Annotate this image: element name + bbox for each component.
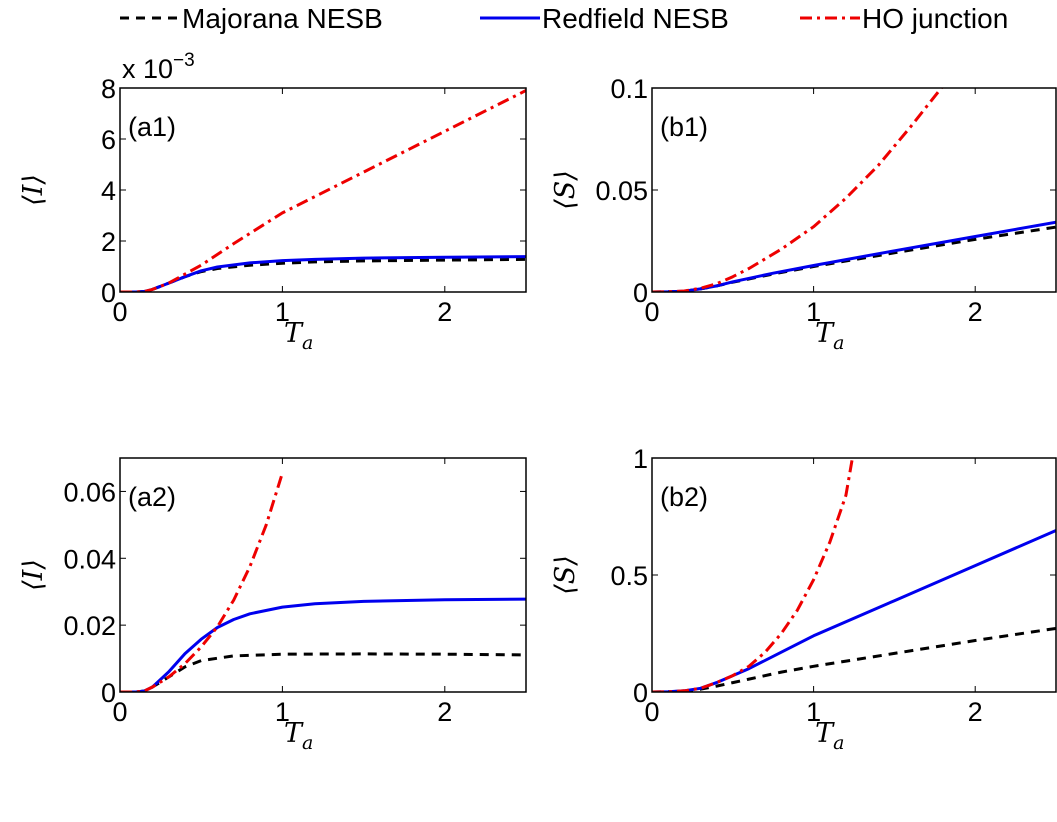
series-line-redfield-nesb	[652, 529, 1056, 692]
panel-label: (a1)	[128, 112, 176, 142]
y-tick-label: 0	[101, 278, 116, 308]
y-tick-label: 0.06	[63, 477, 116, 507]
panel-b1: 0 1 2 0 0.05 0.1 (b1) Ta ⟨S⟩	[550, 74, 1057, 354]
series-group	[120, 472, 526, 692]
y-tick-label: 0.5	[610, 561, 648, 591]
y-tick-label: 0.1	[610, 74, 648, 104]
axes-frame	[119, 87, 527, 293]
axis-multiplier: x 10−3	[122, 50, 195, 84]
panel-label: (b1)	[660, 112, 708, 142]
series-line-ho-junction	[120, 89, 526, 292]
series-line-redfield-nesb	[652, 220, 1056, 292]
x-tick-label: 1	[275, 697, 290, 727]
panels: 0 1 2 0 2 4 6 8 (a1) Ta ⟨I⟩ x 10−3 0 1 2 0 0.05 0.1 (b1) Ta…	[18, 50, 1057, 754]
x-tick-label: 0	[644, 697, 659, 727]
x-tick-label: 2	[437, 297, 452, 327]
series-line-majorana-nesb	[120, 257, 526, 292]
x-axis-label: Ta	[284, 318, 313, 354]
y-axis-label: ⟨S⟩	[550, 170, 581, 210]
y-axis-label: ⟨I⟩	[18, 174, 49, 206]
x-tick-label: 1	[275, 297, 290, 327]
series-line-redfield-nesb	[120, 597, 526, 692]
y-tick-label: 2	[101, 227, 116, 257]
y-tick-label: 0	[633, 678, 648, 708]
axes-frame	[119, 457, 527, 693]
legend-label: Majorana NESB	[182, 3, 383, 34]
series-line-majorana-nesb	[652, 626, 1056, 692]
panel-a2: 0 1 2 0 0.02 0.04 0.06 (a2) Ta ⟨I⟩	[18, 457, 527, 754]
y-tick-label: 0.04	[63, 544, 116, 574]
legend-label: Redfield NESB	[542, 3, 729, 34]
series-line-redfield-nesb	[120, 255, 526, 292]
y-tick-label: 4	[101, 176, 116, 206]
x-tick-label: 2	[968, 297, 983, 327]
series-group	[120, 89, 526, 292]
panel-b2: 0 1 2 0 0.5 1 (b2) Ta ⟨S⟩	[550, 444, 1057, 754]
y-tick-label: 0	[633, 278, 648, 308]
x-tick-label: 0	[644, 297, 659, 327]
panel-label: (b2)	[660, 482, 708, 512]
legend-label: HO junction	[862, 3, 1008, 34]
series-line-ho-junction	[652, 88, 944, 292]
y-tick-label: 0.05	[595, 176, 648, 206]
axes-frame	[651, 457, 1057, 693]
panel-a1: 0 1 2 0 2 4 6 8 (a1) Ta ⟨I⟩ x 10−3	[18, 50, 527, 354]
y-axis-label: ⟨S⟩	[550, 555, 581, 595]
series-group	[652, 458, 1056, 692]
panel-label: (a2)	[128, 482, 176, 512]
x-tick-label: 1	[806, 697, 821, 727]
x-axis-label: Ta	[815, 318, 844, 354]
legend: Majorana NESB Redfield NESB HO junction	[120, 3, 1008, 34]
y-axis-label: ⟨I⟩	[18, 559, 49, 591]
x-tick-label: 1	[806, 297, 821, 327]
x-axis-label: Ta	[284, 718, 313, 754]
series-line-ho-junction	[652, 458, 854, 692]
y-tick-label: 0	[101, 678, 116, 708]
y-tick-label: 8	[101, 74, 116, 104]
x-tick-label: 2	[968, 697, 983, 727]
x-axis-label: Ta	[815, 718, 844, 754]
series-group	[652, 88, 1056, 292]
series-line-ho-junction	[120, 472, 284, 692]
x-tick-label: 0	[112, 697, 127, 727]
x-tick-label: 0	[112, 297, 127, 327]
x-tick-label: 2	[437, 697, 452, 727]
y-tick-label: 6	[101, 125, 116, 155]
y-tick-label: 0.02	[63, 611, 116, 641]
y-tick-label: 1	[633, 444, 648, 474]
